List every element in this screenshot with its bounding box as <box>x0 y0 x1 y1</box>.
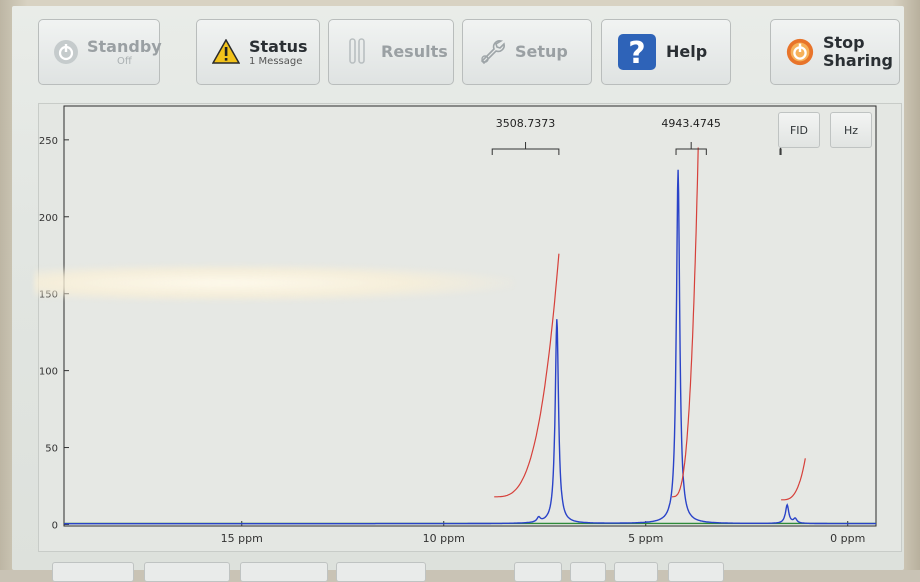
integral-curve <box>781 458 806 501</box>
top-toolbar: Standby Off Status 1 Message Results Set… <box>26 16 900 96</box>
fid-button[interactable]: FID <box>778 112 820 148</box>
bottom-button-5[interactable] <box>514 562 562 582</box>
stop-sharing-button[interactable]: Stop Sharing <box>770 19 900 85</box>
status-button[interactable]: Status 1 Message <box>196 19 320 85</box>
integral-bracket <box>491 142 560 155</box>
status-messages: 1 Message <box>249 56 303 67</box>
test-tubes-icon <box>343 37 373 67</box>
y-tick-label: 200 <box>39 213 58 224</box>
stop-sharing-label-2: Sharing <box>823 51 893 70</box>
question-mark-icon: ? <box>616 33 658 71</box>
results-button[interactable]: Results <box>328 19 454 85</box>
y-tick-label: 50 <box>45 444 58 455</box>
setup-label: Setup <box>515 42 568 61</box>
spectrum-trace <box>64 169 876 525</box>
warning-icon <box>211 37 241 67</box>
bottom-button-1[interactable] <box>52 562 134 582</box>
svg-text:?: ? <box>628 36 645 71</box>
x-tick-label: 0 ppm <box>830 532 865 545</box>
bottom-button-6[interactable] <box>570 562 606 582</box>
nmr-spectrum-chart: 0 50 100 150 200 250 15 ppm 10 ppm 5 ppm 0 ppm 350… <box>39 105 877 545</box>
integral-curve <box>672 147 699 498</box>
plot-area <box>63 105 877 527</box>
y-tick-label: 250 <box>39 136 58 147</box>
power-icon <box>53 37 79 67</box>
standby-button[interactable]: Standby Off <box>38 19 162 85</box>
results-label: Results <box>381 42 448 61</box>
x-tick-label: 10 ppm <box>423 532 465 545</box>
integral-bracket <box>675 142 707 155</box>
standby-state: Off <box>116 56 132 67</box>
hz-label: Hz <box>843 123 859 137</box>
x-tick-label: 15 ppm <box>221 532 263 545</box>
bottom-button-2[interactable] <box>144 562 230 582</box>
wrench-icon <box>477 37 507 67</box>
bottom-button-7[interactable] <box>614 562 658 582</box>
stop-sharing-label-1: Stop <box>823 33 865 52</box>
setup-button[interactable]: Setup <box>462 19 592 85</box>
hz-button[interactable]: Hz <box>830 112 872 148</box>
stop-power-icon <box>785 37 815 67</box>
standby-label: Standby <box>87 37 162 56</box>
bottom-toolbar <box>52 562 902 582</box>
bottom-button-8[interactable] <box>668 562 724 582</box>
y-tick-label: 100 <box>39 367 58 378</box>
bottom-button-4[interactable] <box>336 562 426 582</box>
integral-value-label: 3508.7373 <box>496 117 556 130</box>
integral-curve <box>494 253 560 498</box>
instrument-screen: Standby Off Status 1 Message Results Set… <box>12 6 904 582</box>
y-tick-label: 0 <box>52 520 58 531</box>
status-label: Status <box>249 37 308 56</box>
help-button[interactable]: ? Help <box>601 19 731 85</box>
fid-label: FID <box>789 123 809 137</box>
integral-value-label: 4943.4745 <box>661 117 721 130</box>
y-tick-label: 150 <box>39 290 58 301</box>
bottom-button-3[interactable] <box>240 562 328 582</box>
help-label: Help <box>666 42 708 61</box>
x-tick-label: 5 ppm <box>628 532 663 545</box>
